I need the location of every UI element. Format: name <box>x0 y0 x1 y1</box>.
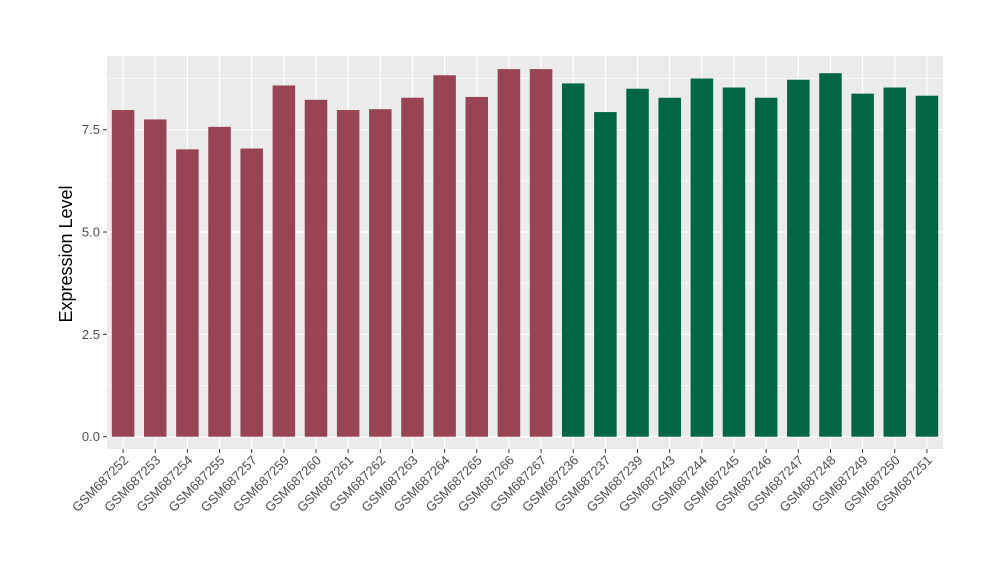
bar-GSM687263 <box>401 97 424 437</box>
bar-GSM687243 <box>658 97 681 437</box>
bar-GSM687260 <box>304 99 328 437</box>
bar-GSM687252 <box>111 110 135 437</box>
bar-GSM687255 <box>208 126 231 437</box>
y-tick-label: 2.5 <box>82 327 100 342</box>
bar-GSM687239 <box>626 88 649 437</box>
bar-GSM687248 <box>819 73 842 437</box>
bar-GSM687245 <box>722 87 746 437</box>
y-axis-label: Expression Level <box>56 185 76 322</box>
bar-GSM687261 <box>336 110 360 437</box>
bar-GSM687265 <box>465 96 489 437</box>
bar-GSM687247 <box>787 79 810 437</box>
bar-GSM687267 <box>529 69 553 437</box>
bar-layer <box>111 69 939 437</box>
bar-GSM687266 <box>497 69 521 437</box>
y-tick-label: 5.0 <box>82 225 100 240</box>
bar-GSM687237 <box>594 112 617 437</box>
y-tick-label: 0.0 <box>82 429 100 444</box>
y-tick-label: 7.5 <box>82 122 100 137</box>
bar-GSM687250 <box>883 87 907 437</box>
bar-GSM687251 <box>915 95 939 437</box>
bar-GSM687259 <box>272 85 296 437</box>
x-axis: GSM687252GSM687253GSM687254GSM687255GSM6… <box>69 449 935 515</box>
bar-GSM687249 <box>851 93 874 437</box>
bar-GSM687246 <box>754 97 778 437</box>
bar-GSM687244 <box>690 78 714 437</box>
plot-panel <box>107 56 943 449</box>
bar-GSM687254 <box>176 149 199 437</box>
bar-GSM687236 <box>561 83 585 437</box>
bar-GSM687262 <box>369 109 392 437</box>
bar-GSM687253 <box>143 119 167 437</box>
bar-GSM687257 <box>240 148 263 437</box>
y-axis: 0.0 2.5 5.0 7.5 <box>82 122 107 444</box>
bar-GSM687264 <box>433 75 456 437</box>
